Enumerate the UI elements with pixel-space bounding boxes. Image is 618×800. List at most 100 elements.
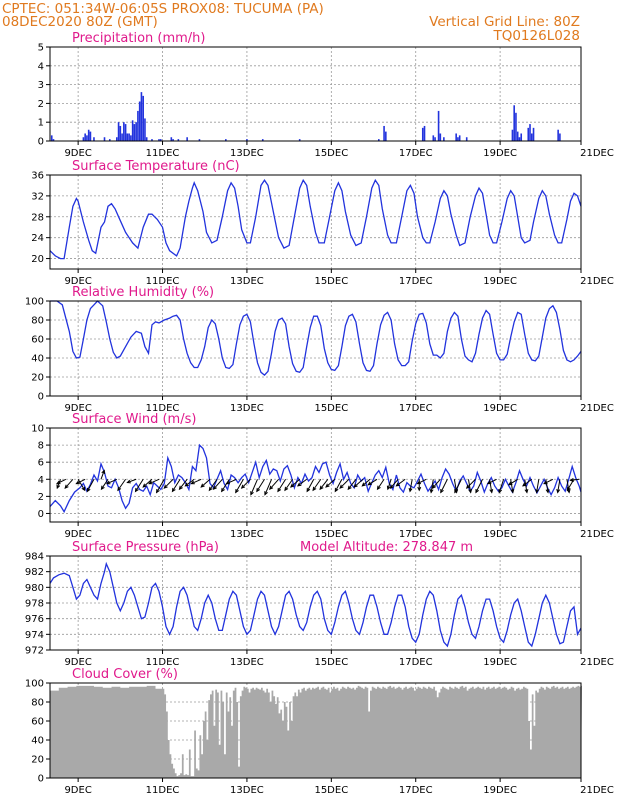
wind-arrow-head — [256, 487, 261, 493]
precip-bar — [457, 137, 459, 141]
y-tick-label: 2 — [38, 492, 44, 503]
x-tick-label: 21DEC — [580, 276, 614, 287]
wind-arrow-head — [535, 488, 540, 494]
wind-arrow-head — [235, 488, 239, 494]
y-tick-label: 60 — [31, 717, 44, 728]
precip-bar — [50, 135, 53, 141]
wind-arrow-head — [416, 480, 421, 485]
wind-arrow — [64, 478, 74, 489]
y-tick-label: 20 — [31, 755, 44, 766]
precip-bar — [261, 139, 264, 141]
wind-arrow-head — [269, 485, 274, 491]
wind-arrow-head — [386, 485, 391, 491]
header-grid-line: Vertical Grid Line: 80Z — [429, 14, 580, 30]
cloud-cover-area — [50, 685, 582, 778]
wind-arrow-head — [101, 469, 106, 475]
x-tick-label: 15DEC — [314, 403, 348, 414]
panel-title: Cloud Cover (%) — [72, 667, 178, 682]
wind-arrow-head — [347, 485, 352, 491]
precip-bar — [458, 135, 461, 141]
header-location: CPTEC: 051:34W-06:05S PROX08: TUCUMA (PA… — [2, 1, 324, 17]
wind-arrow-head — [171, 487, 176, 493]
wind-arrow — [570, 478, 580, 481]
wind-arrow-head — [250, 491, 254, 496]
wind-arrow-head — [465, 484, 471, 489]
x-tick-label: 11DEC — [146, 148, 180, 159]
wind-arrow-head — [156, 488, 160, 494]
wind-arrow-head — [361, 482, 366, 487]
y-tick-label: 982 — [25, 567, 44, 578]
wind-arrow — [179, 478, 188, 490]
precip-bar — [144, 118, 146, 141]
precip-bar — [530, 133, 533, 141]
wind-arrow — [277, 479, 287, 492]
wind-arrow — [77, 479, 86, 491]
x-tick-label: 19DEC — [483, 529, 517, 540]
x-tick-label: 9DEC — [64, 276, 91, 287]
wind-arrow-head — [569, 478, 574, 482]
precip-bar — [421, 127, 424, 141]
x-tick-label: 15DEC — [314, 657, 348, 668]
x-tick-label: 19DEC — [483, 657, 517, 668]
series-line-pres — [49, 561, 582, 648]
x-tick-label: 9DEC — [64, 785, 91, 796]
wind-arrow — [475, 479, 483, 493]
y-tick-label: 8 — [38, 441, 44, 452]
wind-arrow-head — [334, 487, 339, 493]
wind-arrow-head — [408, 487, 413, 493]
x-tick-label: 9DEC — [64, 148, 91, 159]
y-tick-label: 0 — [38, 774, 44, 785]
wind-arrow — [409, 479, 413, 492]
wind-arrow — [334, 479, 343, 492]
wind-arrow — [347, 478, 357, 490]
y-tick-label: 0 — [38, 137, 44, 148]
wind-arrow — [156, 479, 165, 493]
precip-bar — [186, 137, 188, 141]
wind-arrow — [353, 478, 364, 488]
wind-arrow — [312, 478, 322, 491]
panel-title: Precipitation (mm/h) — [72, 31, 205, 46]
x-tick-label: 15DEC — [314, 785, 348, 796]
wind-arrow — [163, 478, 174, 489]
x-tick-label: 17DEC — [399, 529, 433, 540]
precip-bar — [532, 127, 535, 141]
y-tick-label: 20 — [31, 254, 44, 265]
wind-arrow — [235, 479, 244, 493]
precip-bar — [439, 133, 442, 141]
wind-arrow-head — [221, 487, 225, 493]
wind-arrow — [543, 478, 554, 485]
y-tick-label: 1 — [38, 118, 44, 129]
x-tick-label: 17DEC — [399, 276, 433, 287]
y-tick-label: 28 — [31, 212, 44, 223]
wind-arrow — [487, 478, 497, 485]
wind-arrow-head — [81, 486, 86, 492]
x-tick-label: 15DEC — [314, 529, 348, 540]
y-tick-label: 978 — [25, 599, 44, 610]
panels: 0 1 2 3 4 5 9DEC 11DEC 13DEC 15DEC 17DEC 19DEC 21DEC… — [25, 31, 614, 796]
precip-bar — [123, 122, 125, 141]
wind-arrow-head — [64, 484, 69, 489]
plot-frame — [49, 427, 582, 523]
x-tick-label: 17DEC — [399, 148, 433, 159]
y-tick-label: 980 — [25, 583, 44, 594]
y-tick-label: 0 — [38, 392, 44, 403]
plot-frame — [49, 682, 582, 779]
wind-arrow — [432, 478, 441, 489]
x-tick-label: 21DEC — [580, 785, 614, 796]
plot-frame — [49, 300, 582, 397]
y-tick-label: 976 — [25, 614, 44, 625]
wind-arrow — [213, 478, 223, 490]
plot-frame — [49, 174, 582, 270]
wind-arrow — [297, 478, 308, 487]
y-tick-label: 3 — [38, 80, 44, 91]
wind-arrow — [106, 478, 118, 485]
wind-arrow-head — [264, 491, 268, 496]
wind-arrow — [56, 478, 67, 485]
precip-bar — [82, 137, 85, 141]
wind-arrow — [498, 479, 505, 493]
y-tick-label: 10 — [31, 424, 44, 435]
wind-arrow-head — [566, 486, 571, 492]
precip-bar — [432, 135, 435, 141]
